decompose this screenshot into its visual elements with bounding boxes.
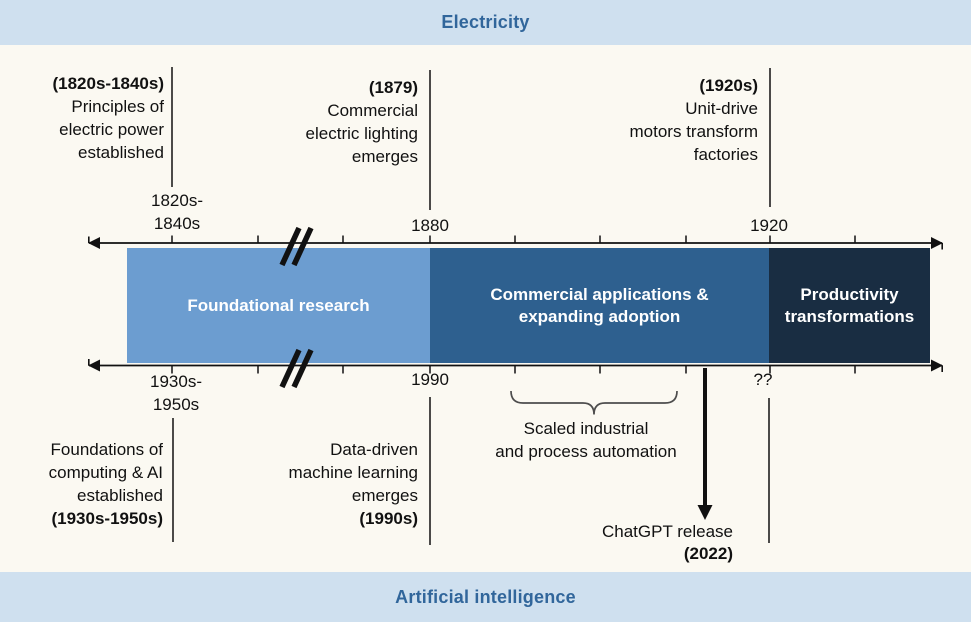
event-text-line: emerges	[351, 147, 418, 166]
event-text-line: motors transform	[629, 122, 758, 141]
annotation-text-line: and process automation	[495, 442, 677, 461]
event-text-line: Principles of	[71, 97, 164, 116]
event-text-line: established	[77, 143, 164, 162]
arrow-left-bottom-icon	[88, 359, 100, 372]
event-text-line: Foundations of	[50, 440, 163, 459]
annotation-text-line: Scaled industrial	[523, 419, 649, 438]
segment-foundational-research: Foundational research	[127, 248, 430, 363]
event-text-line: Unit-drive	[685, 99, 758, 118]
event-date: (1920s)	[699, 76, 758, 95]
event-text-line: Commercial	[327, 101, 418, 120]
axis-label-1880: 1880	[385, 214, 475, 237]
axis-label-line: 1840s	[153, 214, 201, 233]
annotation-text-line: ChatGPT release	[601, 522, 733, 541]
event-text-line: factories	[693, 145, 758, 164]
axis-label-1820s-1840s: 1820s- 1840s	[132, 189, 222, 235]
event-date: (1820s-1840s)	[52, 74, 164, 93]
segment-commercial-label: Commercial applications & expanding adop…	[490, 284, 709, 326]
segment-commercial-applications: Commercial applications & expanding adop…	[430, 248, 769, 363]
electricity-banner: Electricity	[0, 0, 971, 45]
ai-banner-label: Artificial intelligence	[395, 586, 576, 607]
segment-productivity-transformations: Productivity transformations	[769, 248, 930, 363]
axis-label-line: 1880	[411, 216, 449, 235]
event-text-line: machine learning	[288, 463, 418, 482]
event-date: (1990s)	[359, 509, 418, 528]
event-principles-electric-power: (1820s-1840s) Principles of electric pow…	[6, 72, 164, 164]
electricity-banner-label: Electricity	[441, 12, 530, 32]
event-data-driven-ml: Data-driven machine learning emerges (19…	[260, 438, 418, 530]
event-text-line: electric power	[59, 120, 164, 139]
axis-label-line: ??	[753, 370, 773, 389]
axis-label-question-marks: ??	[718, 368, 808, 391]
ai-banner: Artificial intelligence	[0, 572, 971, 622]
arrow-right-bottom-icon	[931, 359, 943, 372]
event-date: (1879)	[368, 78, 418, 97]
event-foundations-computing-ai: Foundations of computing & AI establishe…	[5, 438, 163, 530]
arrow-left-top-icon	[88, 237, 100, 249]
axis-label-1930s-1950s: 1930s- 1950s	[131, 370, 221, 416]
event-text-line: emerges	[351, 486, 418, 505]
axis-label-line: 1990	[411, 370, 449, 389]
event-text-line: established	[76, 486, 163, 505]
segment-foundational-label: Foundational research	[187, 295, 370, 315]
event-text-line: computing & AI	[48, 463, 163, 482]
brace-icon	[510, 390, 678, 415]
axis-label-line: 1950s	[152, 395, 200, 414]
axis-label-1990: 1990	[385, 368, 475, 391]
axis-label-1920: 1920	[724, 214, 814, 237]
axis-label-line: 1930s-	[150, 372, 202, 391]
event-date: (2022)	[683, 544, 733, 563]
annotation-chatgpt-release: ChatGPT release (2022)	[563, 521, 733, 565]
arrow-right-top-icon	[931, 237, 943, 249]
brace-annotation-scaled-automation: Scaled industrial and process automation	[466, 417, 706, 463]
axis-label-line: 1820s-	[151, 191, 203, 210]
event-text-line: Data-driven	[330, 440, 418, 459]
event-date: (1930s-1950s)	[51, 509, 163, 528]
event-commercial-lighting: (1879) Commercial electric lighting emer…	[260, 76, 418, 168]
event-text-line: electric lighting	[305, 124, 418, 143]
axis-label-line: 1920	[750, 216, 788, 235]
event-unit-drive-motors: (1920s) Unit-drive motors transform fact…	[600, 74, 758, 166]
segment-productivity-label: Productivity transformations	[784, 284, 915, 326]
